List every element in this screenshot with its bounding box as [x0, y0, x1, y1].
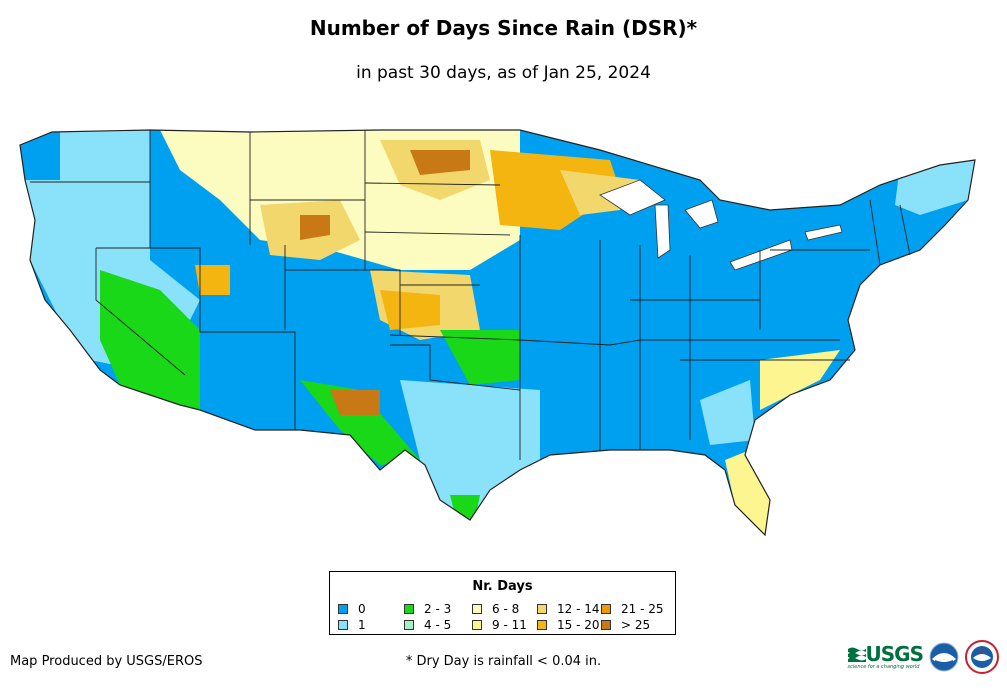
legend-label: 15 - 20: [557, 618, 600, 632]
legend-label: 21 - 25: [621, 602, 664, 616]
legend-item-1: 1: [338, 618, 366, 632]
legend-label: 1: [358, 618, 366, 632]
legend-item-7: 15 - 20: [537, 618, 600, 632]
legend-item-0: 0: [338, 602, 366, 616]
dry-day-note: * Dry Day is rainfall < 0.04 in.: [405, 654, 602, 669]
legend-label: 9 - 11: [492, 618, 527, 632]
legend-item-4: 6 - 8: [472, 602, 519, 616]
legend-label: 12 - 14: [557, 602, 600, 616]
legend-item-6: 12 - 14: [537, 602, 600, 616]
legend-item-5: 9 - 11: [472, 618, 527, 632]
agency-logos: USGS science for a changing world: [847, 640, 999, 674]
legend-label: 4 - 5: [424, 618, 452, 632]
legend-swatch: [537, 620, 547, 630]
usgs-wordmark: USGS: [865, 642, 924, 666]
map-subtitle: in past 30 days, as of Jan 25, 2024: [356, 63, 651, 83]
legend-swatch: [472, 620, 482, 630]
legend-label: 2 - 3: [424, 602, 452, 616]
nws-logo-icon: [965, 640, 999, 674]
legend-swatch: [537, 604, 547, 614]
legend-item-9: > 25: [601, 618, 650, 632]
legend-item-8: 21 - 25: [601, 602, 664, 616]
legend-swatch: [404, 620, 414, 630]
legend-label: 6 - 8: [492, 602, 520, 616]
legend-item-3: 4 - 5: [404, 618, 451, 632]
legend-label: 0: [358, 602, 366, 616]
legend-swatch: [338, 604, 348, 614]
usgs-tagline: science for a changing world: [847, 664, 920, 670]
map-title: Number of Days Since Rain (DSR)*: [309, 16, 698, 40]
legend: Nr. Days 0 1 2 - 3 4 - 5 6 - 8 9 - 11 12…: [329, 571, 676, 635]
legend-item-2: 2 - 3: [404, 602, 451, 616]
map-credit: Map Produced by USGS/EROS: [10, 654, 203, 669]
usgs-logo: USGS science for a changing world: [847, 642, 924, 670]
legend-label: > 25: [621, 618, 651, 632]
legend-swatch: [338, 620, 348, 630]
usgs-wave-icon: [847, 647, 866, 662]
legend-swatch: [601, 620, 611, 630]
legend-title: Nr. Days: [472, 579, 533, 594]
legend-swatch: [601, 604, 611, 614]
noaa-logo-icon: [929, 642, 959, 672]
legend-swatch: [472, 604, 482, 614]
dsr-regions: [20, 130, 975, 535]
state-boundaries: [30, 130, 911, 460]
legend-swatch: [404, 604, 414, 614]
